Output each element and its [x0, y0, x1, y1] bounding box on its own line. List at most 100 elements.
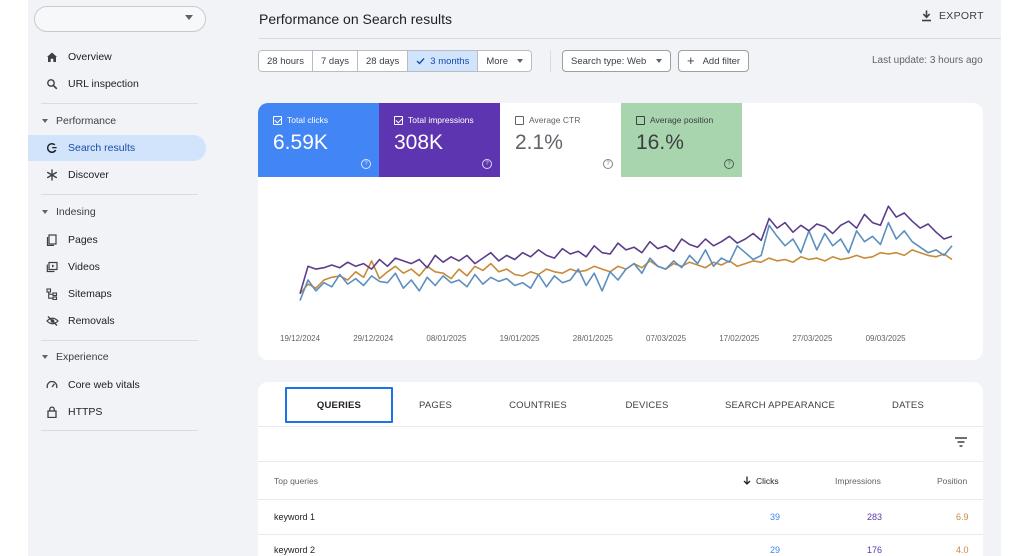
sidebar-item-overview[interactable]: Overview	[28, 44, 206, 70]
sidebar-item-sitemaps[interactable]: Sitemaps	[28, 281, 206, 307]
checkbox-icon[interactable]	[273, 115, 282, 125]
range-3-months[interactable]: 3 months	[408, 51, 479, 71]
section-label: Indesing	[56, 206, 96, 218]
sidebar-item-https[interactable]: HTTPS	[28, 399, 206, 425]
tab-dates[interactable]: DATES	[873, 387, 943, 423]
table-row-divider	[258, 534, 983, 535]
tab-label: PAGES	[418, 399, 453, 411]
property-selector[interactable]	[34, 6, 206, 32]
position-cell: 4.0	[956, 545, 969, 555]
clicks-series-line	[299, 221, 953, 301]
tab-label: DATES	[892, 399, 924, 411]
sidebar-item-core-web-vitals[interactable]: Core web vitals	[28, 372, 206, 398]
date-range-selector: 28 hours 7 days 28 days 3 months More	[258, 50, 532, 72]
sitemap-icon	[45, 287, 59, 301]
section-experience[interactable]: Experience	[28, 346, 206, 368]
asterisk-icon	[45, 168, 59, 182]
tab-pages[interactable]: PAGES	[398, 387, 473, 423]
tab-label: DEVICES	[625, 399, 669, 411]
google-g-icon	[45, 141, 59, 155]
sidebar-item-label: Overview	[68, 51, 112, 63]
metric-label: Total impressions	[408, 115, 474, 125]
tab-devices[interactable]: DEVICES	[608, 387, 686, 423]
x-tick-label: 17/02/2025	[719, 334, 760, 343]
caret-down-icon	[42, 210, 48, 214]
sidebar-item-label: Pages	[68, 234, 98, 246]
add-filter-label: Add filter	[702, 55, 741, 67]
x-tick-label: 28/01/2025	[573, 334, 614, 343]
checkbox-icon[interactable]	[515, 115, 524, 125]
x-tick-label: 08/01/2025	[426, 334, 467, 343]
sidebar-item-pages[interactable]: Pages	[28, 227, 206, 253]
section-performance[interactable]: Performance	[28, 110, 206, 132]
metric-value: 2.1%	[515, 131, 563, 154]
sidebar-item-discover[interactable]: Discover	[28, 162, 206, 188]
eye-off-icon	[45, 314, 59, 328]
export-button[interactable]: EXPORT	[921, 10, 984, 22]
tab-search-appearance[interactable]: SEARCH APPEARANCE	[720, 387, 840, 423]
impressions-cell: 176	[867, 545, 883, 555]
last-update-text: Last update: 3 hours ago	[872, 55, 983, 66]
sidebar-item-removals[interactable]: Removals	[28, 308, 206, 334]
metric-average-position[interactable]: Average position 16.% ?	[621, 103, 742, 177]
range-label: More	[486, 55, 508, 67]
metric-label: Total clicks	[287, 115, 329, 125]
impressions-series-line	[299, 205, 953, 294]
metric-value: 308K	[394, 131, 444, 154]
sidebar-item-search-results[interactable]: Search results	[28, 135, 206, 161]
sidebar-divider	[41, 430, 198, 431]
help-icon[interactable]: ?	[482, 159, 492, 169]
search-type-label: Search type: Web	[571, 55, 647, 67]
tab-label: SEARCH APPEARANCE	[724, 399, 836, 411]
search-type-dropdown[interactable]: Search type: Web	[562, 50, 672, 72]
x-tick-label: 19/12/2024	[280, 334, 321, 343]
header-divider	[259, 38, 1001, 39]
metric-value: 6.59K	[273, 131, 328, 154]
export-label: EXPORT	[939, 10, 984, 22]
metric-average-ctr[interactable]: Average CTR 2.1% ?	[500, 103, 621, 177]
column-header-top-queries: Top queries	[274, 476, 318, 486]
query-cell: keyword 2	[274, 545, 316, 555]
tab-queries[interactable]: QUERIES	[285, 387, 393, 423]
section-indexing[interactable]: Indesing	[28, 201, 206, 223]
metric-total-impressions[interactable]: Total impressions 308K ?	[379, 103, 500, 177]
x-tick-label: 27/03/2025	[792, 334, 833, 343]
sidebar-item-videos[interactable]: Videos	[28, 254, 206, 280]
filter-icon[interactable]	[954, 436, 968, 448]
sidebar-item-url-inspection[interactable]: URL inspection	[28, 71, 206, 97]
chevron-down-icon	[185, 15, 193, 20]
help-icon[interactable]: ?	[603, 159, 613, 169]
sidebar-item-label: Removals	[68, 315, 115, 327]
sidebar: Overview URL inspection Performance Sear…	[28, 0, 218, 556]
help-icon[interactable]: ?	[361, 159, 371, 169]
help-icon[interactable]: ?	[724, 159, 734, 169]
tab-label: COUNTRIES	[509, 399, 567, 411]
range-label: 3 months	[430, 55, 470, 67]
checkbox-icon[interactable]	[394, 115, 403, 125]
search-console-app: Overview URL inspection Performance Sear…	[28, 0, 1001, 556]
range-label: 7 days	[320, 55, 349, 67]
section-label: Performance	[56, 115, 117, 127]
sidebar-item-label: URL inspection	[68, 78, 139, 90]
tabs-divider	[258, 426, 983, 427]
range-more-dropdown[interactable]: More	[478, 51, 531, 71]
chevron-down-icon	[656, 59, 663, 63]
performance-chart-card: Total clicks 6.59K ? Total impressions 3…	[258, 103, 983, 360]
metric-total-clicks[interactable]: Total clicks 6.59K ?	[258, 103, 379, 177]
check-icon	[416, 58, 425, 65]
range-28-days[interactable]: 28 days	[357, 51, 409, 71]
column-header-impressions[interactable]: Impressions	[835, 476, 881, 486]
column-header-position[interactable]: Position	[937, 476, 968, 486]
column-header-clicks[interactable]: Clicks	[743, 476, 779, 486]
add-filter-button[interactable]: + Add filter	[678, 50, 750, 72]
caret-down-icon	[42, 355, 48, 359]
sidebar-item-label: Videos	[68, 261, 100, 273]
checkbox-icon[interactable]	[636, 115, 645, 125]
clicks-cell: 29	[770, 545, 781, 555]
range-28-hours[interactable]: 28 hours	[259, 51, 313, 71]
sidebar-item-label: Search results	[68, 142, 136, 154]
range-7-days[interactable]: 7 days	[312, 51, 358, 71]
tab-countries[interactable]: COUNTRIES	[498, 387, 578, 423]
table-header-top-divider	[258, 461, 983, 462]
x-tick-label: 29/12/2024	[353, 334, 394, 343]
